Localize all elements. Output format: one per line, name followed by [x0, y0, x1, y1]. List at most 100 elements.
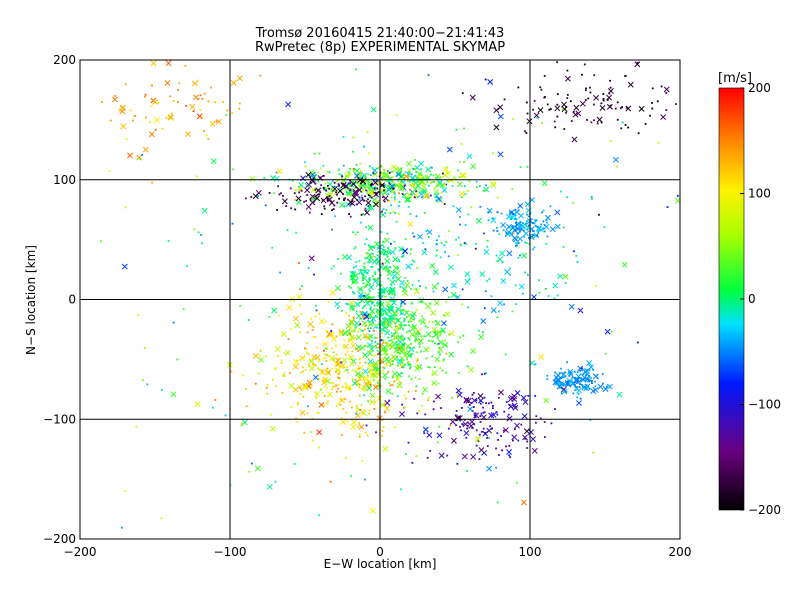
scatter-point-dot-803 [373, 296, 375, 299]
scatter-point-dot-830 [402, 312, 404, 315]
scatter-point-dot-677 [380, 314, 383, 317]
scatter-point-cross-1104 [316, 429, 323, 436]
scatter-point-dot-2116 [517, 86, 520, 89]
scatter-point-dot-289 [406, 180, 409, 182]
scatter-point-dot-2124 [546, 103, 549, 106]
scatter-point-dot-685 [423, 211, 426, 214]
scatter-point-dot-208 [415, 175, 417, 178]
scatter-point-dot-2090 [620, 127, 623, 130]
scatter-point-dot-1341 [368, 358, 370, 361]
scatter-point-dot-1045 [352, 316, 355, 319]
scatter-point-dot-1200 [328, 355, 330, 357]
scatter-point-dot-2135 [627, 126, 630, 129]
scatter-point-cross-2230 [450, 291, 457, 298]
scatter-point-cross-1082 [350, 342, 357, 349]
scatter-point-dot-2273 [459, 243, 462, 246]
scatter-point-cross-2198 [236, 75, 243, 82]
scatter-point-dot-1582 [437, 351, 440, 354]
scatter-point-cross-1382 [404, 281, 411, 288]
scatter-point-dot-1320 [358, 435, 361, 438]
scatter-point-dot-2152 [205, 134, 208, 137]
scatter-point-dot-240 [349, 203, 352, 206]
scatter-point-dot-690 [368, 320, 371, 323]
scatter-point-dot-1158 [332, 382, 335, 384]
scatter-point-cross-1418 [434, 320, 441, 327]
scatter-point-dot-1075 [387, 370, 390, 373]
scatter-point-dot-832 [394, 322, 397, 325]
scatter-point-dot-1655 [513, 428, 516, 431]
scatter-point-dot-1547 [369, 296, 372, 299]
colorbar-tick-label-4: −200 [748, 503, 781, 517]
scatter-point-dot-218 [372, 172, 375, 175]
scatter-point-dot-2324 [498, 233, 501, 236]
scatter-point-dot-2061 [566, 97, 569, 100]
scatter-point-dot-2257 [490, 295, 493, 298]
scatter-point-dot-936 [384, 295, 387, 298]
scatter-point-dot-1513 [429, 366, 431, 369]
scatter-point-cross-1024 [362, 332, 369, 339]
scatter-point-cross-453 [309, 193, 316, 200]
scatter-point-dot-2142 [226, 109, 229, 112]
scatter-point-dot-876 [366, 312, 369, 315]
scatter-point-dot-2558 [135, 425, 138, 428]
scatter-point-dot-995 [326, 348, 329, 350]
scatter-point-dot-1080 [307, 353, 310, 355]
scatter-point-dot-920 [381, 248, 384, 251]
scatter-point-dot-1039 [297, 403, 299, 406]
scatter-point-cross-1123 [274, 346, 281, 353]
scatter-point-dot-1291 [306, 342, 309, 345]
scatter-point-dot-495 [280, 192, 282, 195]
scatter-point-cross-1485 [468, 366, 474, 373]
scatter-point-dot-2546 [248, 470, 251, 473]
scatter-point-dot-1512 [439, 330, 442, 332]
scatter-point-dot-2544 [363, 186, 366, 189]
scatter-point-dot-2400 [437, 342, 440, 345]
scatter-point-cross-296 [389, 183, 396, 190]
scatter-point-dot-1839 [588, 369, 591, 372]
scatter-point-dot-1437 [384, 341, 386, 344]
scatter-point-dot-998 [399, 364, 402, 366]
scatter-point-cross-2275 [466, 153, 473, 160]
scatter-point-dot-207 [431, 181, 434, 184]
scatter-point-dot-338 [453, 176, 456, 179]
scatter-point-dot-1809 [554, 371, 556, 374]
scatter-point-cross-2337 [483, 248, 490, 255]
scatter-point-dot-311 [411, 193, 413, 196]
scatter-point-cross-2243 [504, 269, 511, 275]
scatter-point-dot-1833 [576, 371, 579, 374]
scatter-point-cross-1713 [521, 413, 528, 420]
scatter-point-dot-155 [496, 196, 499, 199]
scatter-point-dot-1600 [421, 392, 424, 395]
scatter-point-dot-1100 [299, 288, 301, 291]
scatter-point-dot-1586 [404, 363, 406, 366]
scatter-point-dot-1853 [575, 382, 578, 385]
scatter-point-dot-1365 [342, 408, 345, 410]
scatter-point-dot-2539 [365, 424, 368, 427]
scatter-point-dot-2467 [428, 396, 431, 399]
scatter-point-cross-248 [354, 167, 360, 174]
scatter-point-dot-1622 [406, 346, 408, 349]
scatter-point-dot-2436 [592, 451, 595, 454]
scatter-point-dot-2213 [192, 110, 195, 113]
scatter-point-dot-310 [367, 152, 370, 155]
scatter-point-dot-2470 [392, 211, 395, 213]
scatter-point-dot-1786 [460, 429, 462, 432]
x-axis-label: E−W location [km] [324, 557, 437, 571]
scatter-point-cross-548 [295, 195, 302, 202]
scatter-point-dot-903 [372, 301, 375, 304]
scatter-point-dot-2202 [165, 116, 168, 119]
scatter-point-dot-300 [325, 187, 328, 190]
scatter-point-dot-1601 [410, 302, 413, 305]
scatter-point-dot-1093 [278, 314, 281, 317]
scatter-point-cross-1688 [473, 412, 480, 419]
scatter-point-dot-1239 [277, 355, 279, 357]
scatter-point-dot-2416 [240, 424, 243, 427]
scatter-point-dot-815 [352, 291, 354, 293]
scatter-point-dot-1367 [373, 408, 376, 410]
scatter-point-dot-1284 [345, 386, 348, 389]
scatter-point-cross-1602 [355, 370, 361, 377]
scatter-point-dot-1496 [387, 318, 390, 321]
scatter-point-dot-932 [354, 246, 357, 248]
scatter-point-dot-2551 [432, 290, 435, 293]
scatter-point-dot-2294 [536, 234, 538, 237]
